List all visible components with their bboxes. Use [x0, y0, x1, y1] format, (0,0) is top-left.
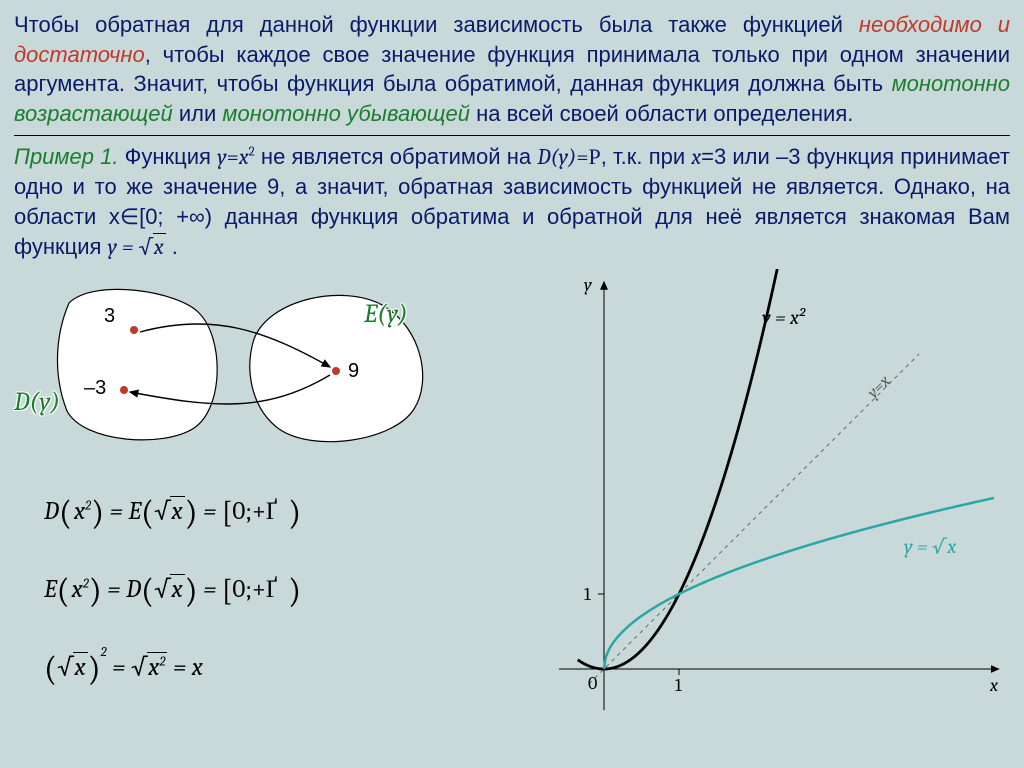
p2-end: .	[166, 234, 178, 259]
sqrt-label: y = √x	[904, 534, 956, 557]
dot-3	[130, 326, 138, 334]
p2-fn-x: x	[239, 144, 249, 170]
sqrt-curve	[604, 497, 994, 668]
p1-seg-a: Чтобы обратная для данной функции зависи…	[14, 12, 859, 37]
p2-x3: x	[691, 144, 701, 170]
divider	[14, 135, 1010, 136]
dot-9	[332, 367, 340, 375]
p2-a: Функция	[118, 144, 217, 169]
formula-line-3: (x)2 = x2 = x	[44, 625, 301, 703]
x-tick-1-label: 1	[675, 675, 682, 696]
chart-svg: y x 0 1 1 y = x² y = √x y=x	[534, 269, 1004, 739]
origin-label: 0	[588, 673, 597, 694]
formulas-block: D(x2) = E(x) = [0;+Ґ ) E(x2) = D(x) = [0…	[44, 469, 301, 704]
label-3: 3	[104, 305, 115, 327]
p1-seg-c: , чтобы каждое свое значение функция при…	[14, 42, 1010, 97]
p2-eqP: =Р	[576, 144, 600, 170]
label-9: 9	[348, 360, 359, 382]
x-axis-label: x	[989, 675, 999, 696]
label-minus3: –3	[84, 377, 106, 399]
diag-label: y=x	[864, 371, 895, 402]
parabola-curve	[578, 269, 778, 669]
p2-inv: y = x	[108, 233, 166, 260]
example-lead: Пример 1.	[14, 144, 118, 169]
y-tick-1-label: 1	[584, 584, 591, 605]
p2-c: , т.к. при	[601, 144, 692, 169]
domain-label: D(y)	[14, 387, 60, 417]
dot-minus3	[120, 386, 128, 394]
p1-seg-e: или	[173, 101, 223, 126]
p2-dy: D(y)	[537, 144, 576, 170]
diag-line	[589, 354, 919, 684]
formula-line-1: D(x2) = E(x) = [0;+Ґ )	[44, 469, 301, 547]
p1-seg-g: на всей своей области определения.	[470, 101, 853, 126]
paragraph-1: Чтобы обратная для данной функции зависи…	[14, 10, 1010, 129]
domain-blob	[57, 289, 217, 440]
figure-area: 3 –3 9 D(y) E(y) D(x2) = E(x) = [0;+Ґ ) E(…	[14, 269, 1010, 749]
p1-emph-3: монотонно убывающей	[222, 101, 470, 126]
paragraph-2: Пример 1. Функция y=x2 не является обрат…	[14, 142, 1010, 263]
parabola-label: y = x²	[762, 306, 806, 329]
range-label: E(y)	[364, 299, 408, 329]
p2-b: не является обратимой на	[255, 144, 538, 169]
chart: y x 0 1 1 y = x² y = √x y=x	[534, 269, 1004, 744]
y-axis-label: y	[584, 274, 592, 295]
p2-fn-eq: =	[227, 144, 239, 170]
formula-line-2: E(x2) = D(x) = [0;+Ґ )	[44, 547, 301, 625]
p2-fn-y: y	[217, 144, 226, 170]
